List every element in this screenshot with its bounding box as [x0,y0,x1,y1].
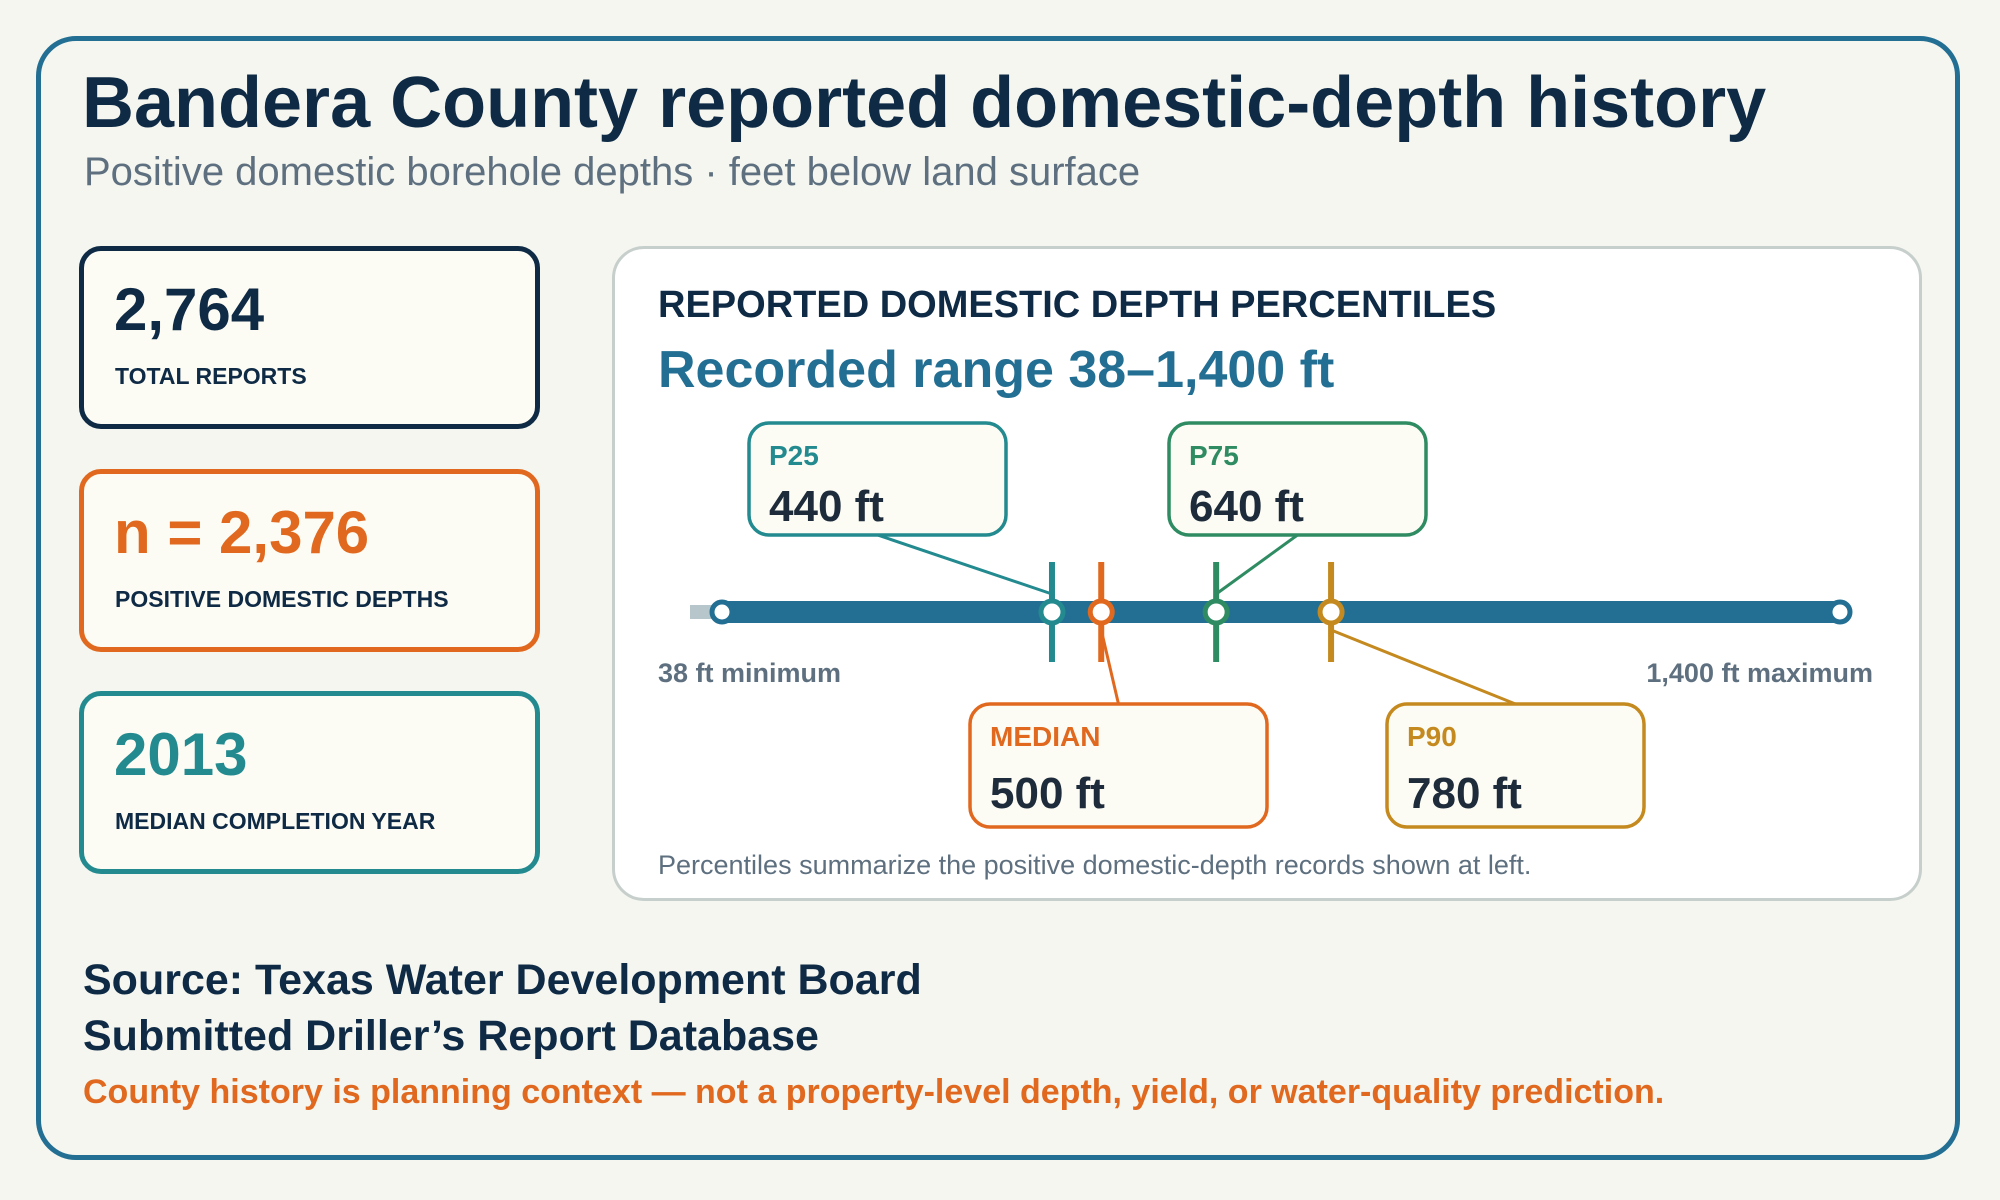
p75-leader [1215,533,1299,596]
page-subtitle: Positive domestic borehole depths · feet… [84,150,1141,194]
source-note: Source: Texas Water Development Board Su… [83,952,922,1064]
chart-subtitle: Recorded range 38–1,400 ft [658,341,1334,399]
min-label: 38 ft minimum [658,658,841,688]
p25-callout-value: 440 ft [769,482,884,531]
kpi-value: 2013 [114,721,248,788]
kpi-value: n = 2,376 [114,499,370,566]
median-callout-name: MEDIAN [990,721,1100,752]
chart-footnote: Percentiles summarize the positive domes… [658,850,1531,880]
p90-callout-name: P90 [1407,721,1457,752]
kpi-median-year: 2013 MEDIAN COMPLETION YEAR [79,691,540,874]
kpi-label: POSITIVE DOMESTIC DEPTHS [115,586,449,612]
kpi-positive-depths: n = 2,376 POSITIVE DOMESTIC DEPTHS [79,469,540,652]
page-title: Bandera County reported domestic-depth h… [82,63,1767,143]
source-line-2: Submitted Driller’s Report Database [83,1012,819,1060]
kpi-total-reports: 2,764 TOTAL REPORTS [79,246,540,429]
p75-callout-name: P75 [1189,440,1239,471]
median-marker [1087,598,1115,626]
p75-callout-value: 640 ft [1189,482,1304,531]
p90-marker [1317,598,1345,626]
source-line-1: Source: Texas Water Development Board [83,956,922,1004]
kpi-value: 2,764 [114,276,265,343]
kpi-label: MEDIAN COMPLETION YEAR [115,808,436,834]
max-endpoint [1827,599,1853,625]
p25-callout-name: P25 [769,440,819,471]
kpi-label: TOTAL REPORTS [115,363,307,389]
median-callout-value: 500 ft [990,769,1105,818]
p90-leader [1330,628,1517,706]
disclaimer: County history is planning context — not… [83,1073,1665,1111]
p25-marker [1038,598,1066,626]
p75-callout [1167,421,1428,537]
percentile-chart: REPORTED DOMESTIC DEPTH PERCENTILES Recor… [658,284,1873,880]
max-label: 1,400 ft maximum [1646,658,1873,688]
p25-leader [877,533,1053,596]
median-callout [968,702,1269,829]
p25-callout [747,421,1008,537]
min-endpoint [709,599,735,625]
p90-callout [1385,702,1646,829]
chart-title: REPORTED DOMESTIC DEPTH PERCENTILES [658,284,1496,326]
percentile-chart-panel: REPORTED DOMESTIC DEPTH PERCENTILES Recor… [612,246,1922,901]
p75-marker [1202,598,1230,626]
p90-callout-value: 780 ft [1407,769,1522,818]
